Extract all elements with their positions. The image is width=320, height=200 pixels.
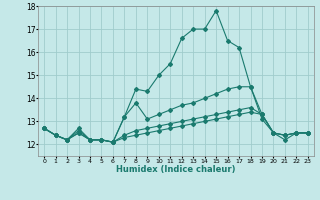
X-axis label: Humidex (Indice chaleur): Humidex (Indice chaleur): [116, 165, 236, 174]
